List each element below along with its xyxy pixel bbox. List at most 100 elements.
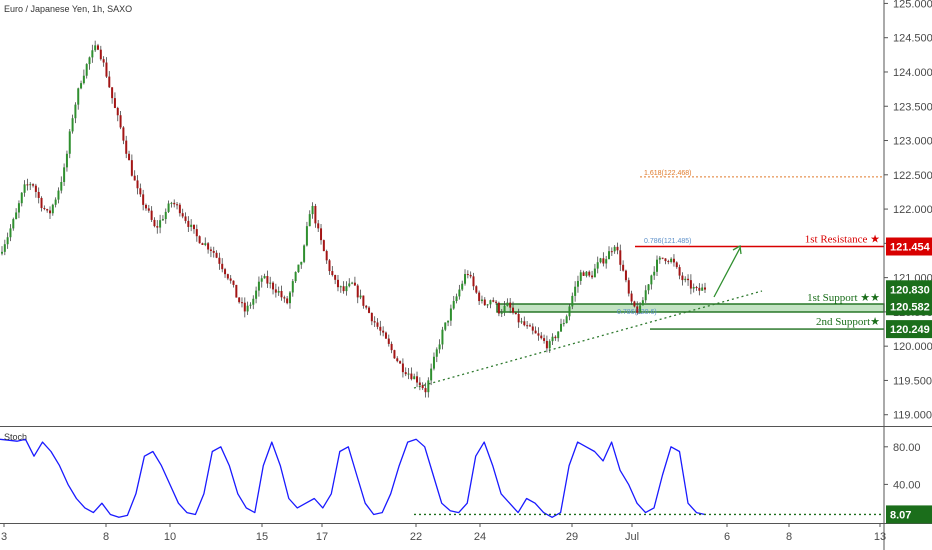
candle-body	[178, 204, 181, 214]
candle-body	[512, 307, 515, 313]
candle-body	[675, 262, 678, 268]
y-tick-label: 119.500	[893, 375, 932, 387]
candle-body	[9, 228, 12, 238]
candle-body	[246, 305, 249, 312]
candle-body	[314, 205, 317, 224]
candle-body	[627, 280, 630, 294]
candle-body	[565, 316, 568, 324]
candle-body	[266, 276, 269, 284]
candle-body	[455, 296, 458, 301]
candle-body	[20, 192, 23, 204]
chart-title: Euro / Japanese Yen, 1h, SAXO	[4, 4, 132, 14]
candle-body	[633, 301, 636, 307]
candle-body	[664, 258, 667, 262]
candle-body	[384, 332, 387, 339]
candle-body	[698, 287, 701, 291]
x-tick-label: 22	[410, 531, 422, 543]
candle-body	[142, 194, 145, 205]
candle-body	[108, 76, 111, 88]
candle-body	[291, 281, 294, 293]
candle-body	[68, 131, 71, 154]
candle-body	[144, 204, 147, 209]
x-tick-label: 29	[566, 531, 578, 543]
candle-body	[576, 280, 579, 287]
candle-body	[283, 297, 286, 299]
candle-body	[34, 185, 37, 192]
candle-body	[421, 385, 424, 389]
candle-body	[376, 322, 379, 327]
candle-body	[503, 305, 506, 313]
candle-body	[173, 202, 176, 205]
candle-body	[274, 289, 277, 293]
candle-body	[170, 202, 173, 204]
candle-body	[26, 184, 29, 186]
candle-body	[641, 300, 644, 306]
candle-body	[509, 302, 512, 308]
candle-body	[161, 219, 164, 221]
candle-body	[687, 278, 690, 281]
y-tick-label: 124.000	[893, 67, 932, 79]
support2-tag-text: 120.249	[890, 324, 930, 336]
candle-body	[294, 272, 297, 282]
candle-body	[658, 257, 661, 260]
candle-body	[331, 271, 334, 276]
candle-body	[469, 274, 472, 277]
candle-body	[585, 271, 588, 276]
candle-body	[616, 246, 619, 251]
candle-body	[472, 276, 475, 287]
candle-body	[322, 240, 325, 252]
support1-tag-box	[886, 297, 932, 316]
candle-body	[404, 372, 407, 375]
candle-body	[495, 301, 498, 303]
candle-body	[37, 191, 40, 198]
candle-body	[128, 153, 131, 161]
projection-arrow-head	[732, 244, 742, 255]
support-zone	[497, 304, 884, 312]
trendline	[413, 290, 763, 389]
y-tick-label: 120.000	[893, 341, 932, 353]
candle-body	[311, 205, 314, 215]
candle-body	[650, 275, 653, 285]
candle-body	[348, 283, 351, 287]
candle-body	[399, 361, 402, 364]
x-tick-label: 3	[1, 531, 7, 543]
fib-retracement-top-label: 0.786(121.485)	[644, 238, 691, 245]
candle-body	[365, 305, 368, 308]
candle-body	[339, 286, 342, 288]
candle-body	[94, 45, 97, 51]
y-tick-label: 119.000	[893, 410, 932, 422]
candle-body	[6, 237, 9, 245]
candle-body	[661, 257, 664, 259]
candle-body	[3, 244, 6, 252]
candle-body	[382, 330, 385, 333]
candle-body	[387, 338, 390, 344]
candle-body	[438, 344, 441, 350]
candle-body	[432, 356, 435, 369]
candle-body	[215, 252, 218, 258]
candle-body	[653, 271, 656, 276]
candle-body	[308, 214, 311, 227]
candle-body	[596, 262, 599, 269]
candle-body	[500, 312, 503, 314]
candle-body	[571, 295, 574, 307]
candle-body	[701, 287, 704, 291]
candle-body	[353, 282, 356, 286]
candle-body	[272, 282, 275, 290]
candle-body	[300, 261, 303, 265]
candle-body	[416, 376, 419, 383]
candle-body	[619, 250, 622, 265]
candle-body	[562, 323, 565, 325]
candle-body	[125, 140, 128, 154]
candle-body	[105, 62, 108, 77]
candle-body	[548, 341, 551, 349]
candle-body	[678, 267, 681, 276]
candle-body	[63, 167, 66, 182]
candle-body	[119, 115, 122, 128]
candle-body	[198, 236, 201, 244]
candle-body	[32, 184, 35, 186]
candle-body	[204, 243, 207, 245]
candle-body	[51, 204, 54, 214]
candle-body	[238, 297, 241, 303]
candle-body	[373, 321, 376, 323]
candle-body	[656, 259, 659, 272]
